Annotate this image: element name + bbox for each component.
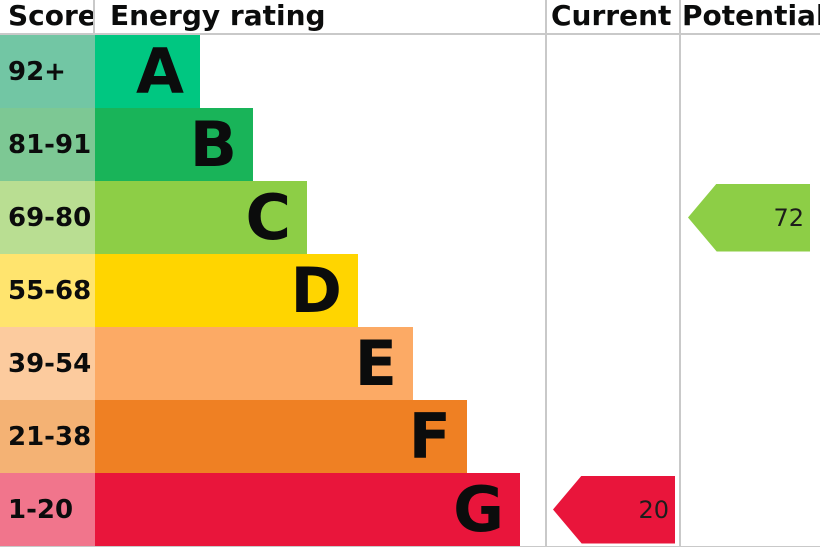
rating-band-bar: A bbox=[95, 35, 200, 108]
score-range-cell: 39-54 bbox=[0, 327, 95, 400]
rating-row: 1-20 G bbox=[0, 473, 820, 546]
rating-row: 39-54 E bbox=[0, 327, 820, 400]
score-range-cell: 21-38 bbox=[0, 400, 95, 473]
rating-band-bar: F bbox=[95, 400, 467, 473]
rating-band-letter: C bbox=[245, 180, 291, 254]
score-range-cell: 55-68 bbox=[0, 254, 95, 327]
rating-band-bar: C bbox=[95, 181, 307, 254]
score-range-cell: 1-20 bbox=[0, 473, 95, 546]
rating-band-bar: G bbox=[95, 473, 520, 546]
score-range-cell: 69-80 bbox=[0, 181, 95, 254]
current-rating-value: 20 bbox=[638, 495, 669, 524]
rating-rows: 92+ A 81-91 B 69-80 C 55-68 D 39-54 E 21… bbox=[0, 35, 820, 547]
rating-band-bar: D bbox=[95, 254, 358, 327]
potential-rating-arrow: 72 bbox=[688, 183, 810, 252]
rating-band-letter: A bbox=[136, 34, 184, 108]
potential-column-divider bbox=[679, 0, 681, 547]
rating-band-letter: F bbox=[408, 399, 451, 473]
rating-band-letter: B bbox=[189, 107, 237, 181]
rating-row: 55-68 D bbox=[0, 254, 820, 327]
header-potential: Potential bbox=[682, 0, 820, 32]
rating-band-letter: E bbox=[354, 326, 397, 400]
rating-band-bar: B bbox=[95, 108, 253, 181]
header-score: Score bbox=[0, 0, 95, 33]
rating-row: 81-91 B bbox=[0, 108, 820, 181]
header-current: Current bbox=[551, 0, 672, 32]
rating-band-letter: G bbox=[453, 472, 504, 546]
rating-band-bar: E bbox=[95, 327, 413, 400]
rating-band-letter: D bbox=[290, 253, 342, 327]
rating-row: 92+ A bbox=[0, 35, 820, 108]
score-range-cell: 81-91 bbox=[0, 108, 95, 181]
table-header: Score Energy rating Current Potential bbox=[0, 0, 820, 35]
rating-row: 21-38 F bbox=[0, 400, 820, 473]
current-column-divider bbox=[545, 0, 547, 547]
potential-rating-value: 72 bbox=[773, 203, 804, 232]
rating-row: 69-80 C bbox=[0, 181, 820, 254]
current-rating-arrow: 20 bbox=[553, 475, 675, 544]
header-energy-rating: Energy rating bbox=[110, 0, 326, 32]
score-range-cell: 92+ bbox=[0, 35, 95, 108]
